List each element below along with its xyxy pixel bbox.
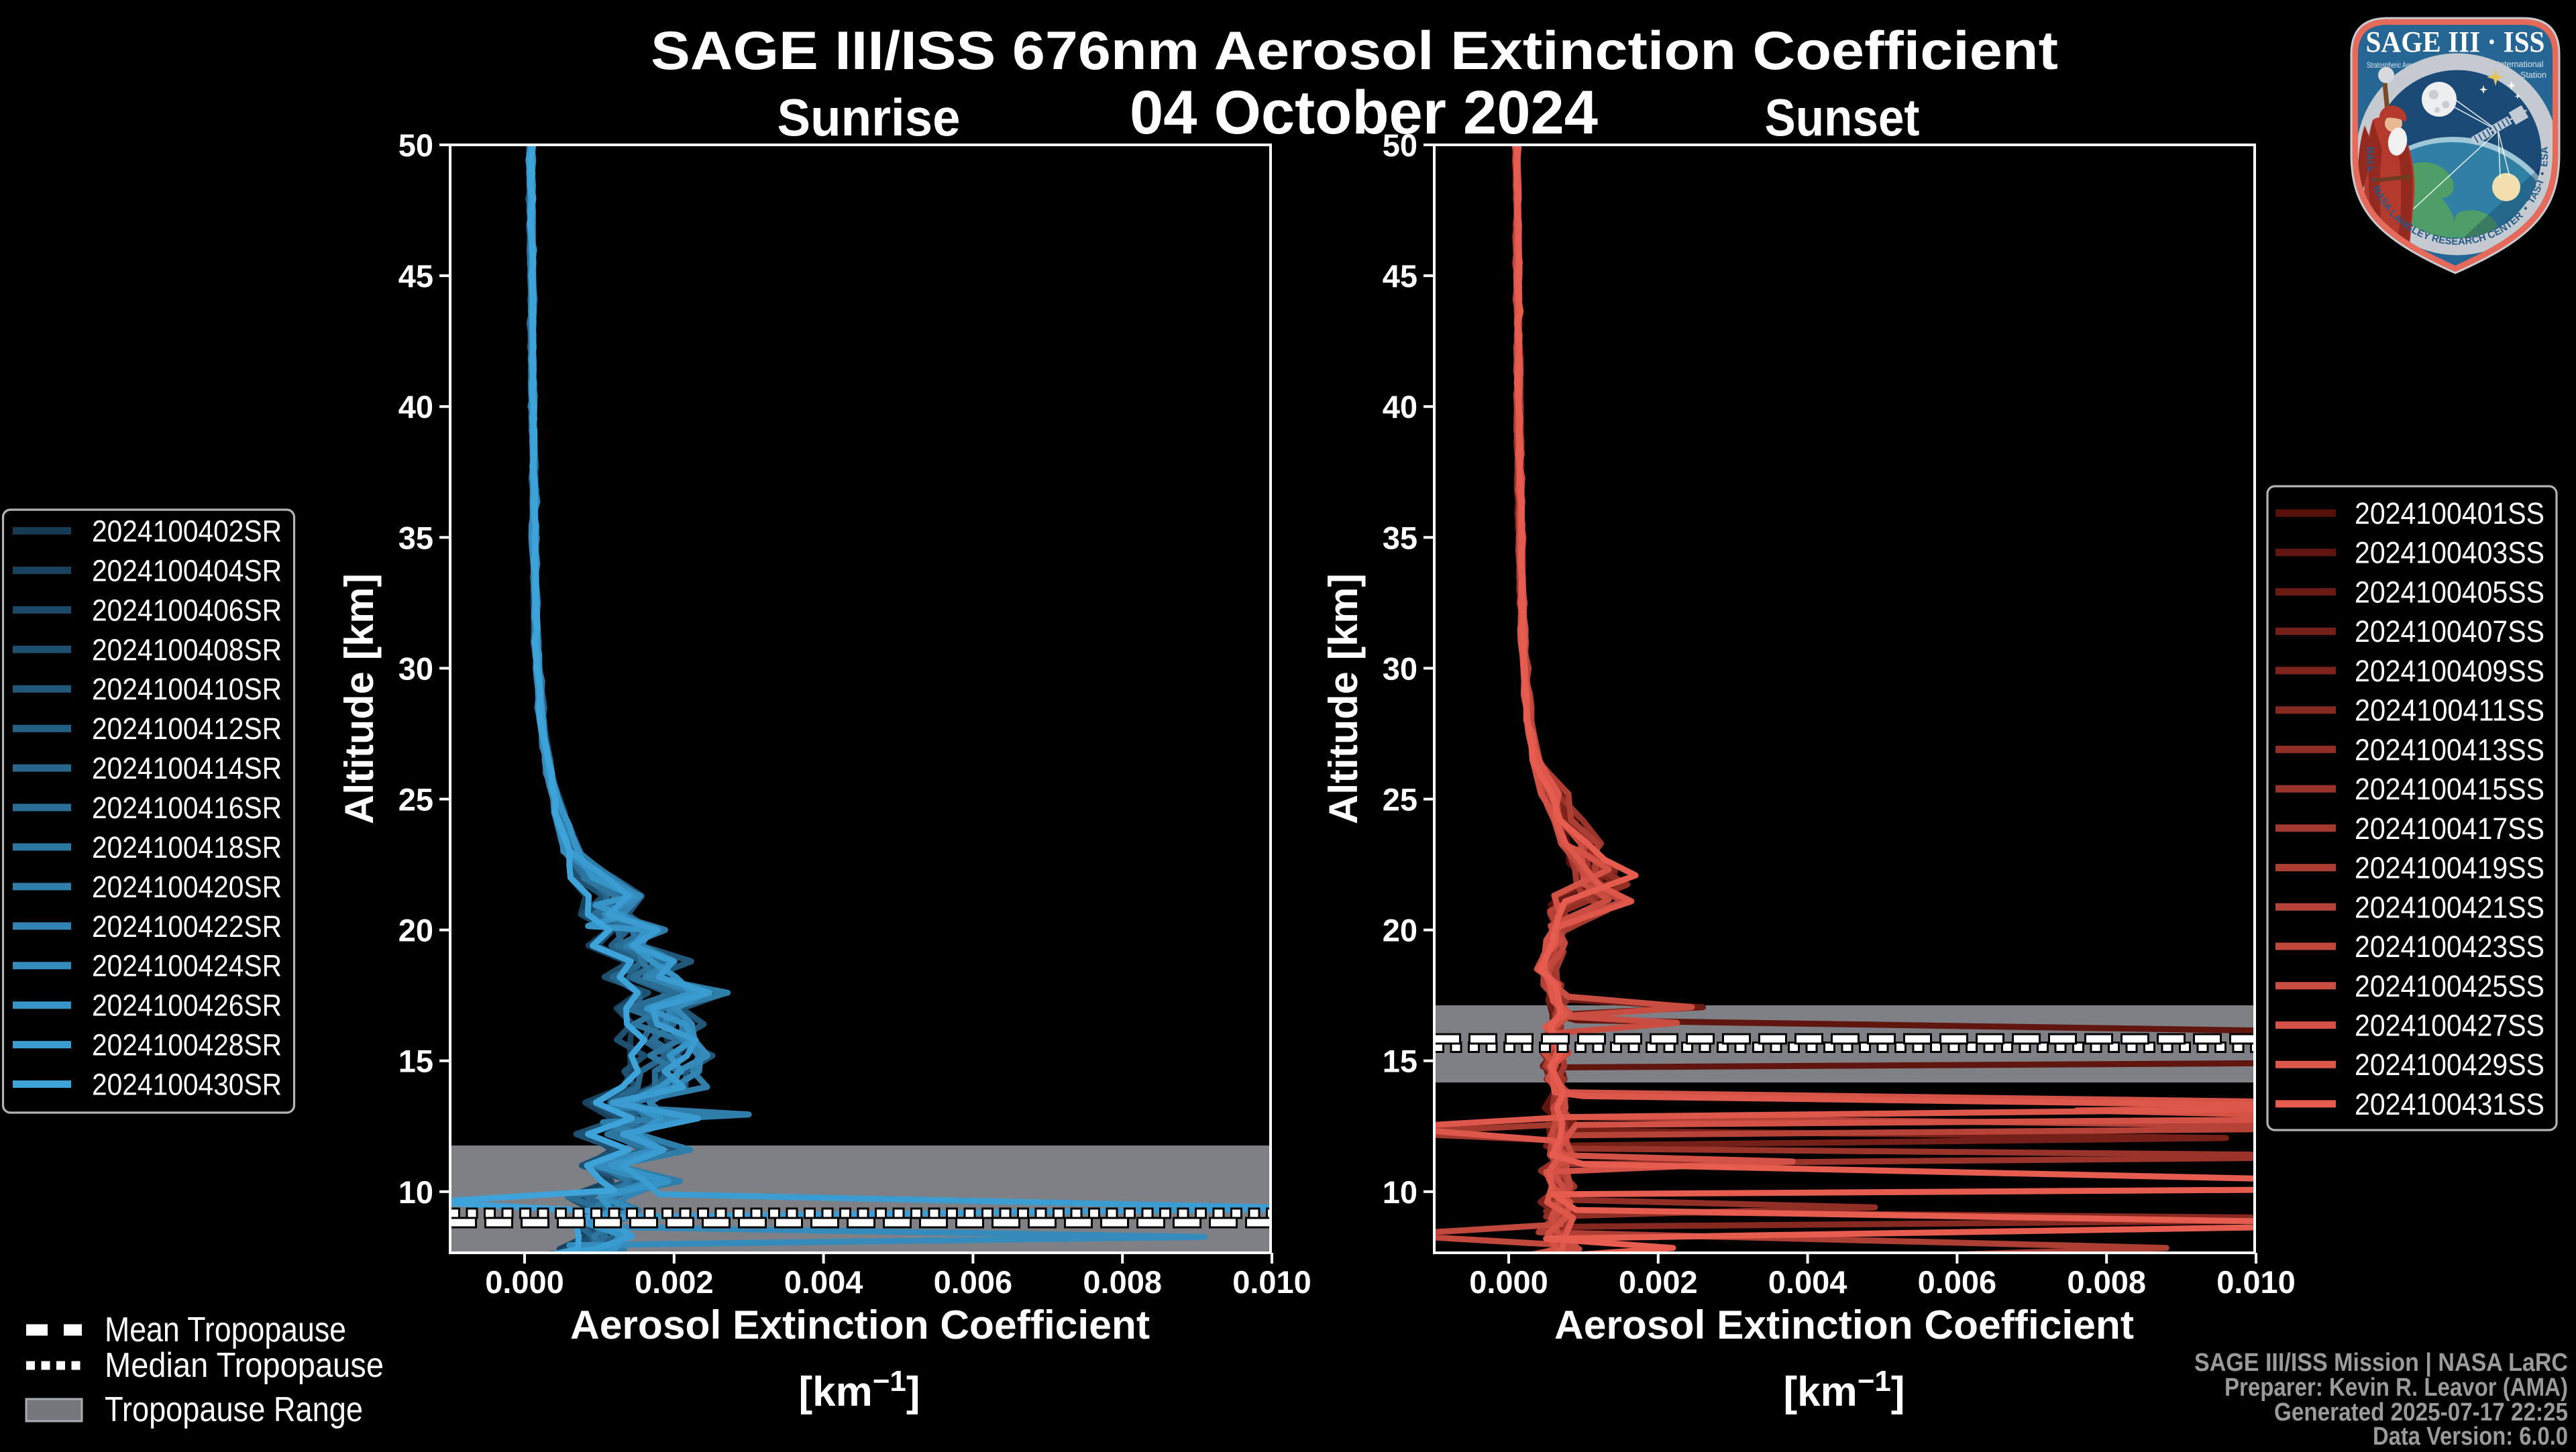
svg-text:2024100401SS: 2024100401SS	[2355, 496, 2544, 530]
svg-text:0.002: 0.002	[635, 1264, 714, 1300]
svg-text:Aerosol Extinction Coefficient: Aerosol Extinction Coefficient	[1554, 1302, 2134, 1347]
svg-text:Sunset: Sunset	[1765, 88, 1920, 147]
svg-text:2024100410SR: 2024100410SR	[92, 672, 282, 706]
svg-text:Sunrise: Sunrise	[777, 88, 961, 147]
svg-text:04 October 2024: 04 October 2024	[1130, 78, 1598, 147]
svg-text:2024100416SR: 2024100416SR	[92, 791, 282, 825]
svg-text:Data Version: 6.0.0: Data Version: 6.0.0	[2373, 1422, 2568, 1449]
svg-text:2024100404SR: 2024100404SR	[92, 553, 282, 588]
svg-text:2024100414SR: 2024100414SR	[92, 751, 282, 785]
svg-text:30: 30	[1383, 651, 1417, 686]
svg-text:35: 35	[398, 520, 433, 555]
svg-text:Altitude [km]: Altitude [km]	[337, 573, 382, 824]
svg-text:2024100411SS: 2024100411SS	[2355, 693, 2544, 728]
svg-text:0.000: 0.000	[1469, 1264, 1548, 1300]
svg-text:Generated 2025-07-17 22:25: Generated 2025-07-17 22:25	[2274, 1398, 2568, 1427]
svg-text:2024100426SR: 2024100426SR	[92, 989, 282, 1023]
svg-text:0.006: 0.006	[934, 1264, 1013, 1300]
svg-text:Preparer: Kevin R. Leavor (AMA: Preparer: Kevin R. Leavor (AMA)	[2224, 1374, 2568, 1402]
svg-text:2024100428SR: 2024100428SR	[92, 1028, 282, 1062]
svg-text:2024100402SR: 2024100402SR	[92, 514, 282, 549]
svg-text:35: 35	[1383, 520, 1417, 555]
svg-text:40: 40	[398, 389, 433, 425]
svg-text:2024100417SS: 2024100417SS	[2355, 812, 2544, 846]
svg-text:2024100407SS: 2024100407SS	[2355, 614, 2544, 649]
svg-text:45: 45	[398, 258, 433, 294]
svg-text:Altitude [km]: Altitude [km]	[1321, 573, 1366, 824]
svg-text:10: 10	[1383, 1174, 1417, 1210]
svg-text:0.002: 0.002	[1619, 1264, 1698, 1300]
svg-text:0.008: 0.008	[2067, 1264, 2146, 1300]
svg-text:50: 50	[398, 127, 433, 163]
svg-text:20: 20	[398, 913, 433, 948]
svg-text:0.006: 0.006	[1918, 1264, 1997, 1300]
svg-text:0.010: 0.010	[2216, 1264, 2296, 1300]
svg-text:2024100430SR: 2024100430SR	[92, 1068, 282, 1102]
svg-text:50: 50	[1383, 127, 1417, 163]
svg-text:0.008: 0.008	[1083, 1264, 1162, 1300]
svg-text:2024100408SR: 2024100408SR	[92, 632, 282, 667]
svg-text:0.010: 0.010	[1232, 1264, 1311, 1300]
svg-text:2024100429SS: 2024100429SS	[2355, 1048, 2544, 1082]
svg-text:40: 40	[1383, 389, 1417, 425]
svg-text:45: 45	[1383, 258, 1417, 294]
svg-text:0.004: 0.004	[784, 1264, 863, 1300]
svg-text:2024100419SS: 2024100419SS	[2355, 851, 2544, 885]
svg-text:2024100406SR: 2024100406SR	[92, 593, 282, 627]
svg-text:2024100424SR: 2024100424SR	[92, 949, 282, 983]
svg-text:2024100425SS: 2024100425SS	[2355, 969, 2544, 1003]
svg-text:2024100415SS: 2024100415SS	[2355, 772, 2544, 806]
svg-text:2024100422SR: 2024100422SR	[92, 909, 282, 944]
svg-text:Mean Tropopause: Mean Tropopause	[105, 1310, 346, 1349]
svg-text:2024100427SS: 2024100427SS	[2355, 1009, 2544, 1043]
svg-text:International: International	[2498, 60, 2544, 69]
svg-text:25: 25	[1383, 782, 1417, 818]
svg-text:2024100405SS: 2024100405SS	[2355, 575, 2544, 610]
svg-text:0.004: 0.004	[1768, 1264, 1847, 1300]
svg-text:SAGE III · ISS: SAGE III · ISS	[2366, 25, 2545, 58]
svg-text:Aerosol Extinction Coefficient: Aerosol Extinction Coefficient	[570, 1302, 1150, 1347]
svg-text:2024100420SR: 2024100420SR	[92, 870, 282, 904]
svg-text:15: 15	[398, 1044, 433, 1079]
svg-text:15: 15	[1383, 1044, 1417, 1079]
svg-text:20: 20	[1383, 913, 1417, 948]
svg-text:2024100421SS: 2024100421SS	[2355, 890, 2544, 924]
svg-text:SAGE III/ISS 676nm Aerosol Ext: SAGE III/ISS 676nm Aerosol Extinction Co…	[651, 21, 2058, 81]
svg-text:2024100403SS: 2024100403SS	[2355, 536, 2544, 570]
svg-text:2024100413SS: 2024100413SS	[2355, 732, 2544, 767]
svg-text:Median Tropopause: Median Tropopause	[105, 1346, 384, 1385]
svg-text:0.000: 0.000	[485, 1264, 564, 1300]
svg-text:30: 30	[398, 651, 433, 686]
svg-text:2024100412SR: 2024100412SR	[92, 712, 282, 746]
svg-text:Tropopause Range: Tropopause Range	[105, 1390, 363, 1429]
svg-text:2024100409SS: 2024100409SS	[2355, 654, 2544, 688]
svg-text:2024100423SS: 2024100423SS	[2355, 930, 2544, 964]
svg-text:2024100431SS: 2024100431SS	[2355, 1087, 2544, 1121]
svg-text:25: 25	[398, 782, 433, 818]
svg-text:10: 10	[398, 1174, 433, 1210]
svg-text:SAGE III/ISS Mission | NASA La: SAGE III/ISS Mission | NASA LaRC	[2194, 1349, 2568, 1377]
svg-text:2024100418SR: 2024100418SR	[92, 830, 282, 864]
